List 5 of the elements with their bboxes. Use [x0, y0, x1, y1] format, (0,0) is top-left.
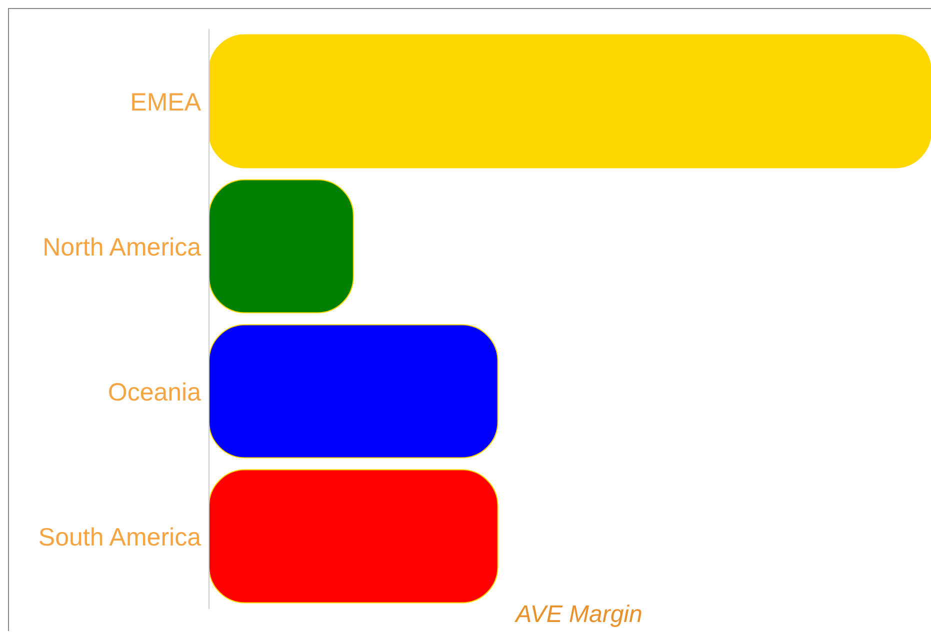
y-tick-label: Oceania	[108, 378, 202, 406]
y-tick-label: North America	[42, 233, 202, 262]
x-axis-title: AVE Margin	[514, 601, 644, 629]
y-tick-label: EMEA	[130, 88, 202, 116]
y-tick-label: South America	[38, 523, 202, 552]
